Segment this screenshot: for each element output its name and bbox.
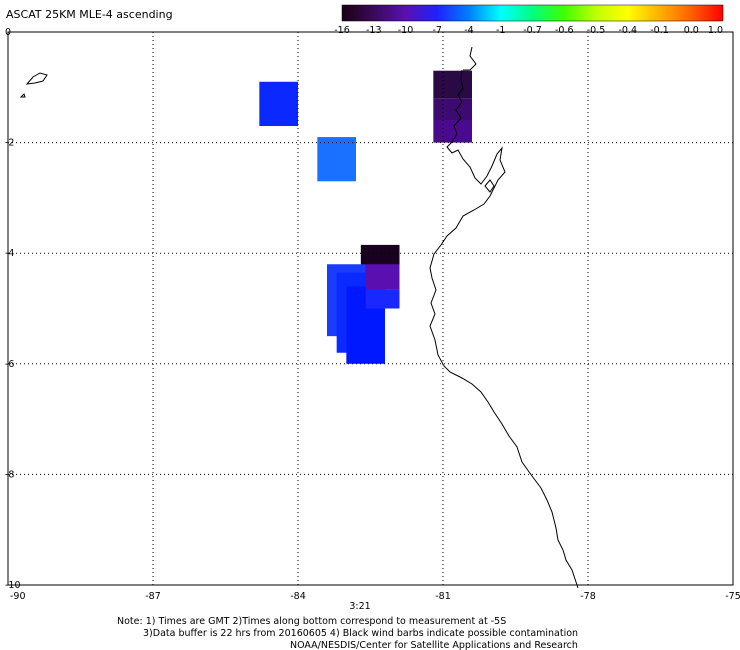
colorbar-label: -1: [496, 25, 505, 36]
wind-cell: [433, 98, 472, 121]
colorbar: -16 -13 -10 -7 -4 -1 -0.7 -0.6 -0.5 -0.4 -0.1 0.0 1.…: [334, 4, 724, 36]
wind-cell: [433, 70, 472, 99]
x-tick-label: -78: [580, 591, 596, 602]
colorbar-label: -7: [433, 25, 442, 36]
galapagos-island: [25, 72, 48, 85]
wind-cell: [259, 81, 298, 127]
time-label: 3:21: [349, 601, 370, 612]
y-tick-label: 0: [5, 27, 11, 38]
galapagos-islet: [19, 93, 26, 98]
coastline: [19, 46, 579, 589]
colorbar-label: -0.1: [650, 25, 669, 36]
colorbar-label: -10: [398, 25, 414, 36]
colorbar-label: -0.6: [555, 25, 574, 36]
footer-note-line2: 3)Data buffer is 22 hrs from 20160605 4)…: [143, 628, 578, 639]
colorbar-label: 1.0: [708, 25, 723, 36]
colorbar-label: -0.7: [523, 25, 542, 36]
colorbar-label: 0.0: [684, 25, 699, 36]
x-tick-label: -87: [145, 591, 161, 602]
y-axis-labels: 0 -2 -4 -6 -8 -10: [5, 27, 21, 591]
colorbar-label: -0.5: [587, 25, 606, 36]
wind-cell: [365, 289, 400, 309]
y-tick-label: -2: [5, 138, 14, 149]
gulf-island: [484, 179, 495, 193]
y-tick-label: -10: [5, 580, 21, 591]
x-tick-label: -90: [10, 591, 26, 602]
colorbar-gradient: [341, 4, 724, 22]
coastline-mainland: [429, 69, 579, 589]
wind-cell: [365, 264, 400, 290]
gridlines: [8, 32, 733, 585]
map-title: ASCAT 25KM MLE-4 ascending: [6, 8, 173, 21]
footer-note-line1: Note: 1) Times are GMT 2)Times along bot…: [117, 616, 506, 627]
wind-cell: [317, 137, 356, 182]
wind-cell: [433, 120, 472, 143]
footer-credit: NOAA/NESDIS/Center for Satellite Applica…: [290, 640, 578, 650]
x-tick-label: -75: [725, 591, 740, 602]
y-tick-label: -8: [5, 469, 14, 480]
wind-cells: [259, 70, 472, 364]
x-tick-label: -81: [435, 591, 451, 602]
x-axis-labels: -90 -87 -84 -81 -78 -75: [10, 591, 740, 602]
colorbar-labels: -16 -13 -10 -7 -4 -1 -0.7 -0.6 -0.5 -0.4 -0.1 0.0 1.…: [334, 25, 723, 36]
colorbar-label: -13: [366, 25, 382, 36]
colorbar-label: -16: [334, 25, 350, 36]
y-tick-label: -4: [5, 248, 14, 259]
x-tick-label: -84: [290, 591, 306, 602]
map-frame: [7, 31, 734, 586]
y-tick-label: -6: [5, 359, 14, 370]
colorbar-label: -4: [464, 25, 473, 36]
coastline-north: [463, 46, 477, 71]
colorbar-label: -0.4: [618, 25, 637, 36]
